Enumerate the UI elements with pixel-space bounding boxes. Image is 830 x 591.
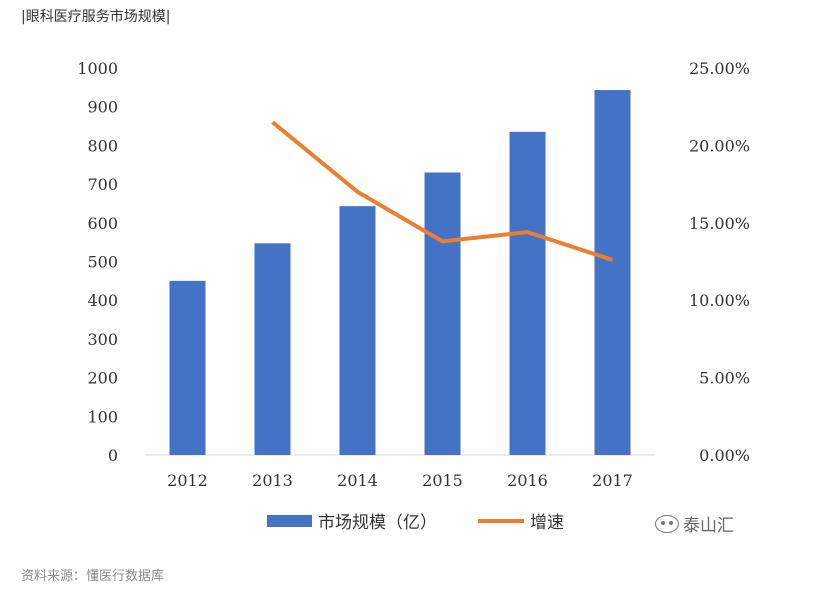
right-tick-label: 15.00% — [689, 214, 750, 233]
right-axis-ticks: 0.00% 5.00% 10.00% 15.00% 20.00% 25.00% — [689, 59, 750, 465]
left-tick-label: 200 — [87, 369, 118, 388]
x-axis-ticks: 2012 2013 2014 2015 2016 2017 — [167, 471, 633, 490]
x-tick-label: 2013 — [252, 471, 293, 490]
left-tick-label: 0 — [108, 446, 118, 465]
left-tick-label: 900 — [87, 98, 118, 117]
left-tick-label: 1000 — [77, 59, 118, 78]
legend: 市场规模（亿） 增速 — [267, 513, 564, 533]
bar-2015 — [424, 172, 461, 456]
legend-bar-label: 市场规模（亿） — [318, 513, 437, 533]
bar-2013 — [254, 243, 291, 455]
right-tick-label: 10.00% — [689, 291, 750, 310]
bar-2014 — [339, 206, 376, 455]
x-tick-label: 2015 — [422, 471, 463, 490]
left-tick-label: 100 — [87, 407, 118, 426]
left-axis-ticks: 0 100 200 300 400 500 600 700 800 900 1000 — [77, 59, 118, 465]
bar-2016 — [509, 131, 546, 456]
right-tick-label: 25.00% — [689, 59, 750, 78]
right-tick-label: 20.00% — [689, 136, 750, 155]
watermark-text: 泰山汇 — [683, 516, 734, 536]
x-tick-label: 2017 — [592, 471, 633, 490]
left-tick-label: 300 — [87, 330, 118, 349]
left-tick-label: 500 — [87, 253, 118, 272]
left-tick-label: 600 — [87, 214, 118, 233]
wechat-icon — [655, 514, 679, 533]
x-tick-label: 2012 — [167, 471, 208, 490]
x-tick-label: 2016 — [507, 471, 548, 490]
bar-2012 — [169, 280, 206, 455]
watermark: 泰山汇 — [655, 511, 734, 536]
x-tick-label: 2014 — [337, 471, 378, 490]
right-tick-label: 5.00% — [699, 369, 750, 388]
legend-line-label: 增速 — [530, 513, 564, 533]
bar-series — [169, 90, 631, 456]
left-tick-label: 700 — [87, 175, 118, 194]
legend-bar-swatch — [267, 515, 312, 527]
source-note: 资料来源：懂医行数据库 — [21, 569, 165, 584]
right-tick-label: 0.00% — [699, 446, 750, 465]
bar-2017 — [594, 90, 631, 456]
left-tick-label: 800 — [87, 136, 118, 155]
left-tick-label: 400 — [87, 291, 118, 310]
chart-title: |眼科医疗服务市场规模| — [21, 9, 171, 25]
line-series — [271, 120, 614, 262]
